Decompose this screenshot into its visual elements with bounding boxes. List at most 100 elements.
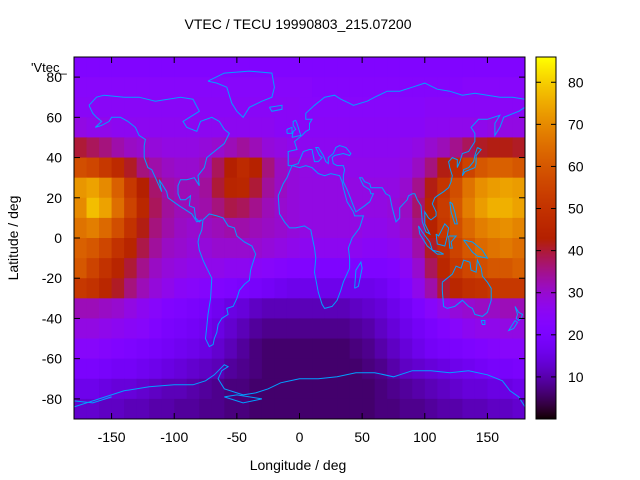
heatmap-cell (261, 298, 276, 320)
heatmap-cell (512, 217, 525, 239)
colorbar-segment (536, 355, 556, 358)
heatmap-cell (362, 398, 376, 419)
heatmap-cell (199, 197, 213, 219)
heatmap-cell (462, 57, 476, 78)
heatmap-cell (512, 137, 525, 159)
heatmap-cell (487, 278, 501, 299)
coastline-path (480, 320, 486, 325)
heatmap-cell (161, 77, 175, 98)
heatmap-cell (474, 278, 489, 299)
heatmap-cell (474, 358, 489, 380)
heatmap-cell (374, 117, 388, 139)
heatmap-cell (324, 378, 338, 400)
coastline-path (287, 82, 525, 166)
heatmap-cell (149, 258, 163, 279)
heatmap-cell (174, 157, 188, 179)
heatmap-cell (512, 298, 525, 320)
heatmap-cell (74, 97, 88, 118)
heatmap-cell (149, 117, 163, 139)
colorbar-segment (536, 411, 556, 414)
heatmap-cell (374, 298, 388, 320)
heatmap-cell (199, 137, 213, 159)
heatmap-cell (412, 238, 426, 259)
colorbar-segment (536, 257, 556, 260)
heatmap-cell (387, 57, 401, 78)
heatmap-cell (387, 157, 401, 179)
heatmap-cell (86, 197, 100, 219)
heatmap-cell (74, 157, 88, 179)
colorbar-segment (536, 289, 556, 292)
colorbar-segment (536, 151, 556, 154)
colorbar-segment (536, 153, 556, 156)
colorbar-segment (536, 87, 556, 90)
heatmap-cell (299, 97, 313, 118)
colorbar-segment (536, 379, 556, 382)
heatmap-cell (274, 318, 288, 340)
colorbar-tick-label: 70 (568, 116, 584, 132)
heatmap-cell (249, 57, 263, 78)
colorbar-segment (536, 327, 556, 330)
heatmap-cell (261, 318, 276, 340)
heatmap-cell (236, 117, 250, 139)
colorbar-segment (536, 269, 556, 272)
heatmap-cell (387, 298, 401, 320)
heatmap-cell (387, 117, 401, 139)
heatmap-cell (286, 177, 301, 199)
heatmap-cell (299, 378, 313, 400)
heatmap-cell (312, 177, 326, 199)
heatmap-cell (462, 258, 476, 279)
heatmap-cell (374, 157, 388, 179)
heatmap-cell (512, 97, 525, 118)
heatmap-cell (362, 258, 376, 279)
heatmap-cell (99, 137, 113, 159)
heatmap-cell (174, 398, 188, 419)
heatmap-cell (299, 318, 313, 340)
heatmap-cell (149, 338, 163, 360)
heatmap-cell (286, 258, 301, 279)
colorbar-segment (536, 177, 556, 180)
heatmap-cell (186, 117, 200, 139)
heatmap-cell (74, 318, 88, 340)
heatmap-cell (261, 358, 276, 380)
heatmap-cell (499, 77, 514, 98)
colorbar-segment (536, 205, 556, 208)
heatmap-cell (349, 378, 363, 400)
heatmap-cell (186, 137, 200, 159)
heatmap-cell (412, 157, 426, 179)
heatmap-cell (349, 57, 363, 78)
colorbar-segment (536, 405, 556, 408)
heatmap-cell (86, 298, 100, 320)
heatmap-cell (261, 258, 276, 279)
heatmap-cell (211, 117, 225, 139)
heatmap-cell (211, 217, 225, 239)
heatmap-cell (349, 258, 363, 279)
heatmap-cell (274, 137, 288, 159)
heatmap-cell (487, 137, 501, 159)
heatmap-cell (236, 258, 250, 279)
colorbar-segment (536, 343, 556, 346)
heatmap-cell (286, 318, 301, 340)
heatmap-cell (199, 97, 213, 118)
heatmap-cell (161, 177, 175, 199)
heatmap-cell (399, 197, 413, 219)
colorbar-segment (536, 361, 556, 364)
heatmap-cell (236, 157, 250, 179)
heatmap-cell (286, 298, 301, 320)
heatmap-cell (362, 97, 376, 118)
heatmap-cell (324, 318, 338, 340)
heatmap-cell (111, 177, 125, 199)
colorbar-segment (536, 175, 556, 178)
heatmap-cell (462, 318, 476, 340)
heatmap-cell (149, 197, 163, 219)
heatmap-cell (362, 318, 376, 340)
heatmap-cell (236, 97, 250, 118)
heatmap-cell (111, 358, 125, 380)
heatmap-cell (312, 278, 326, 299)
heatmap-cell (99, 358, 113, 380)
heatmap-cell (499, 238, 514, 259)
heatmap-cell (124, 217, 138, 239)
heatmap-cell (174, 258, 188, 279)
colorbar-segment (536, 353, 556, 356)
heatmap-cell (74, 278, 88, 299)
heatmap-cell (387, 238, 401, 259)
